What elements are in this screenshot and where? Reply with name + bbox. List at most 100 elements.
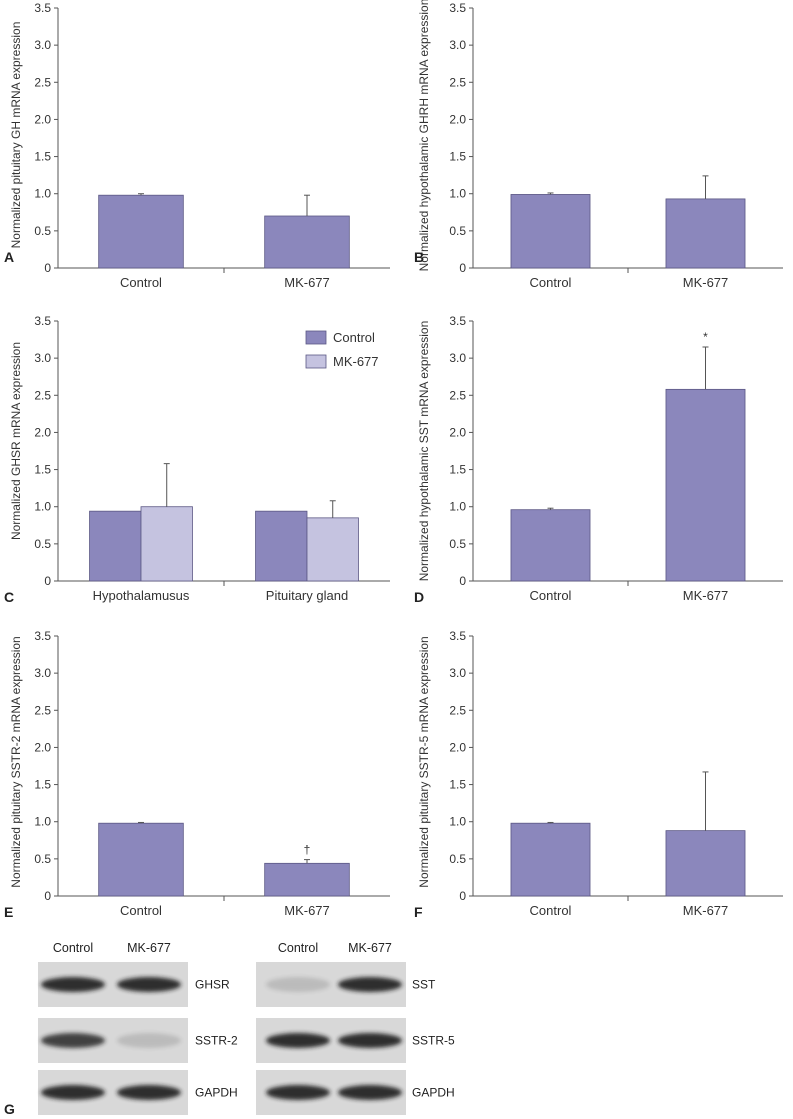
lane-header: Control	[278, 941, 318, 955]
blot-band	[41, 1033, 105, 1048]
bar-control	[510, 194, 591, 269]
y-tick-label: 1.5	[34, 463, 51, 477]
bar-mk677	[140, 506, 193, 582]
chart-panel-f: 0 0.5 1.0 1.5 2.0 2.5 3.0 3.5 Normalized pituita…	[414, 629, 783, 920]
y-tick-label: 1.5	[34, 150, 51, 164]
y-tick-label: 3.5	[449, 629, 466, 643]
bar-control	[98, 194, 184, 269]
blot-row-gapdh: GAPDH	[256, 1070, 455, 1115]
blot-band	[266, 1033, 330, 1048]
western-blot-right: Control MK-677 SST SSTR-5 GAPDH	[256, 941, 455, 1115]
blot-band	[338, 1085, 402, 1100]
y-tick-label: 0.5	[34, 224, 51, 238]
y-axis-label: Normalized pituitary GH mRNA expression	[9, 22, 23, 249]
x-tick-label: Pituitary gland	[266, 588, 348, 603]
y-tick-label: 3.5	[449, 1, 466, 15]
y-tick-label: 0.5	[449, 224, 466, 238]
y-tick-label: 2.0	[34, 425, 51, 439]
blot-label: SSTR-5	[412, 1034, 455, 1048]
blot-band	[117, 1085, 181, 1100]
chart-panel-b: 0 0.5 1.0 1.5 2.0 2.5 3.0 3.5 Normalized hypotha…	[414, 0, 783, 290]
y-tick-label: 3.5	[34, 314, 51, 328]
y-tick-label: 3.0	[34, 666, 51, 680]
y-tick-label: 0	[44, 574, 51, 588]
y-tick-label: 2.0	[34, 740, 51, 754]
y-tick-label: 1.0	[449, 187, 466, 201]
y-tick-label: 0.5	[34, 852, 51, 866]
panel-letter: B	[414, 249, 424, 265]
x-tick-label: Control	[120, 275, 162, 290]
blot-row-ghsr: GHSR	[38, 962, 230, 1007]
blot-row-sstr-2: SSTR-2	[38, 1018, 238, 1063]
x-tick-label: Control	[530, 275, 572, 290]
y-tick-label: 0	[459, 574, 466, 588]
significance-marker: *	[703, 330, 708, 344]
y-tick-label: 2.5	[449, 388, 466, 402]
y-tick-label: 2.0	[449, 425, 466, 439]
western-blot-left: Control MK-677 GHSR SSTR-2 GAPDH	[38, 941, 238, 1115]
y-tick-label: 0	[44, 261, 51, 275]
y-tick-label: 1.0	[449, 500, 466, 514]
chart-panel-e: 0 0.5 1.0 1.5 2.0 2.5 3.0 3.5 Normalized pituita…	[4, 629, 390, 920]
y-axis-label: Normalized GHSR mRNA expression	[9, 342, 23, 540]
panel-letter: C	[4, 589, 14, 605]
x-tick-label: MK-677	[284, 903, 330, 918]
blot-label: GAPDH	[412, 1086, 455, 1100]
y-tick-label: 2.5	[449, 75, 466, 89]
y-axis-label: Normalized pituitary SSTR-5 mRNA express…	[417, 636, 431, 887]
bar-mk677	[665, 388, 746, 582]
bar-control	[510, 822, 591, 897]
y-tick-label: 1.0	[449, 815, 466, 829]
blot-band	[266, 977, 330, 992]
x-tick-label: Control	[120, 903, 162, 918]
y-axis-label: Normalized hypothalamic SST mRNA express…	[417, 321, 431, 582]
y-tick-label: 2.5	[449, 703, 466, 717]
x-tick-label: Control	[530, 903, 572, 918]
panel-letter: E	[4, 904, 13, 920]
legend-swatch	[305, 330, 327, 345]
panel-letter: A	[4, 249, 14, 265]
chart-panel-c: 0 0.5 1.0 1.5 2.0 2.5 3.0 3.5 Normalized GHSR mR…	[4, 314, 390, 605]
y-tick-label: 1.5	[34, 778, 51, 792]
y-tick-label: 3.0	[34, 351, 51, 365]
blot-label: GAPDH	[195, 1086, 238, 1100]
bar-mk677	[665, 830, 746, 897]
bar-mk677	[306, 517, 359, 582]
y-tick-label: 0.5	[449, 537, 466, 551]
blot-band	[338, 977, 402, 992]
y-axis-label: Normalized pituitary SSTR-2 mRNA express…	[9, 636, 23, 887]
blot-band	[41, 977, 105, 992]
y-tick-label: 0.5	[449, 852, 466, 866]
y-tick-label: 3.5	[34, 1, 51, 15]
y-axis-label: Normalized hypothalamic GHRH mRNA expres…	[417, 0, 431, 271]
y-tick-label: 1.0	[34, 500, 51, 514]
y-tick-label: 0	[459, 261, 466, 275]
panel-letter: G	[4, 1101, 15, 1117]
blot-label: SSTR-2	[195, 1034, 238, 1048]
legend: Control MK-677	[305, 330, 379, 369]
y-tick-label: 3.5	[449, 314, 466, 328]
y-tick-label: 2.5	[34, 703, 51, 717]
bar-control	[98, 822, 184, 897]
y-tick-label: 2.5	[34, 75, 51, 89]
legend-swatch	[305, 354, 327, 369]
blot-row-gapdh: GAPDH	[38, 1070, 238, 1115]
chart-panel-d: 0 0.5 1.0 1.5 2.0 2.5 3.0 3.5 Normalized hypotha…	[414, 314, 783, 605]
bar-mk677	[264, 862, 350, 897]
blot-label: SST	[412, 978, 436, 992]
y-tick-label: 0.5	[34, 537, 51, 551]
blot-row-sst: SST	[256, 962, 436, 1007]
panel-letter: D	[414, 589, 424, 605]
blot-band	[338, 1033, 402, 1048]
y-tick-label: 2.0	[449, 740, 466, 754]
y-tick-label: 3.0	[449, 38, 466, 52]
legend-label: Control	[333, 330, 375, 345]
x-tick-label: MK-677	[284, 275, 330, 290]
x-tick-label: MK-677	[683, 275, 729, 290]
y-tick-label: 3.0	[34, 38, 51, 52]
y-tick-label: 2.0	[34, 112, 51, 126]
y-tick-label: 1.0	[34, 187, 51, 201]
blot-band	[117, 1033, 181, 1048]
blot-label: GHSR	[195, 978, 230, 992]
